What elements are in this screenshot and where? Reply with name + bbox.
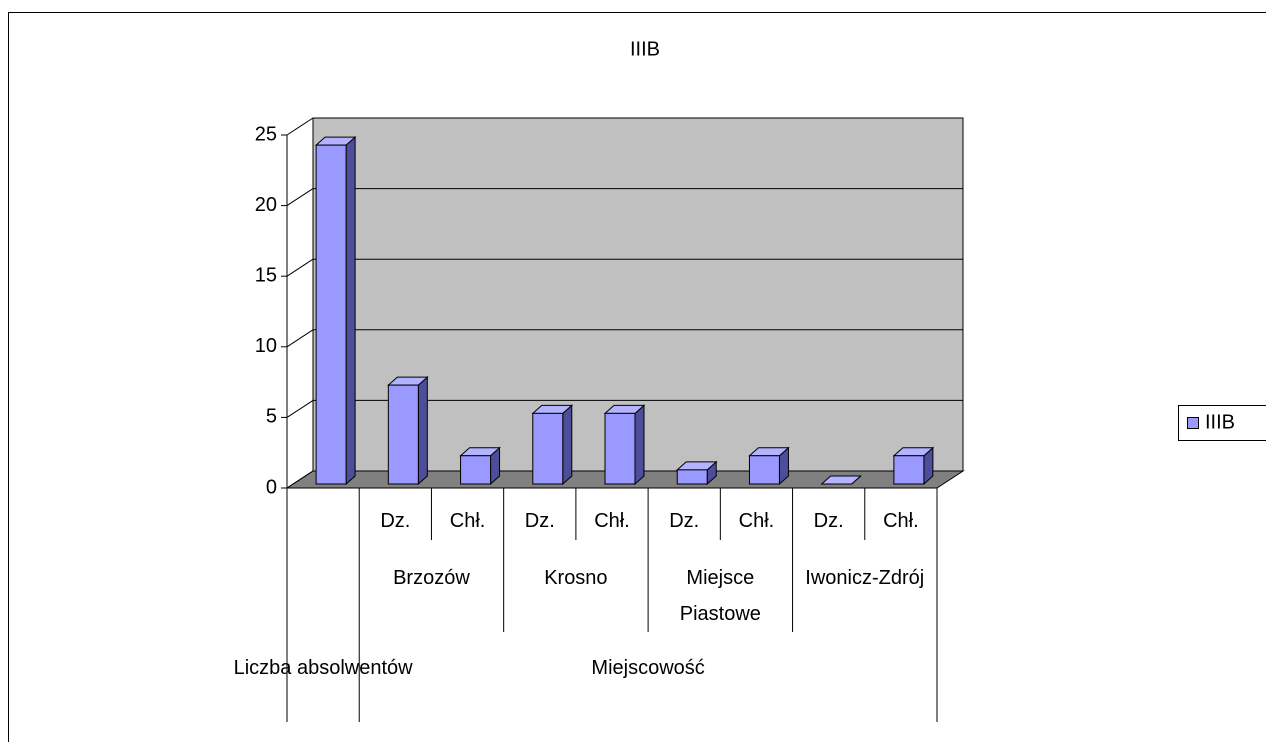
x-tick-label: Dz. bbox=[524, 510, 555, 532]
bar-face bbox=[562, 404, 573, 486]
bar-face bbox=[417, 376, 428, 486]
y-tick-label: 10 bbox=[255, 335, 277, 357]
bar-face bbox=[460, 455, 492, 485]
x-tick-label: Chł. bbox=[738, 510, 775, 532]
bar bbox=[459, 446, 501, 486]
bar bbox=[531, 404, 574, 486]
y-tick-label: 20 bbox=[255, 194, 277, 216]
group-label: Brzozów bbox=[393, 567, 470, 589]
side-grid bbox=[286, 117, 314, 136]
group-label: Miejsce Piastowe bbox=[679, 567, 761, 625]
legend: IIIB bbox=[1178, 405, 1266, 441]
side-grid bbox=[286, 399, 314, 418]
group-label: Krosno bbox=[544, 567, 608, 589]
legend-swatch bbox=[1187, 417, 1199, 429]
bar-face bbox=[315, 144, 347, 485]
bar-face bbox=[748, 455, 780, 485]
x-tick-label: Dz. bbox=[813, 510, 844, 532]
bar-face bbox=[634, 404, 645, 486]
y-tick-label: 0 bbox=[266, 476, 277, 498]
bar bbox=[387, 376, 429, 486]
chart-title: IIIB bbox=[630, 38, 660, 60]
y-tick-label: 5 bbox=[266, 406, 277, 428]
bar-face bbox=[532, 412, 564, 485]
top-group-label: Miejscowość bbox=[591, 657, 705, 679]
chart-frame bbox=[8, 12, 1266, 742]
bar bbox=[314, 136, 357, 486]
x-tick-label: Dz. bbox=[380, 510, 411, 532]
y-tick-label: 15 bbox=[255, 264, 277, 286]
bar-face bbox=[345, 136, 356, 486]
bar-face bbox=[676, 469, 708, 485]
group-label: Iwonicz-Zdrój bbox=[805, 567, 925, 589]
top-group-label: Liczba absolwentów bbox=[233, 657, 413, 679]
y-tick-label: 25 bbox=[255, 123, 277, 145]
x-tick-label: Chł. bbox=[449, 510, 486, 532]
bar-face bbox=[820, 475, 862, 485]
side-grid bbox=[286, 258, 314, 277]
legend-label: IIIB bbox=[1205, 411, 1235, 433]
side-grid bbox=[286, 329, 314, 348]
bar bbox=[675, 460, 718, 486]
bar bbox=[748, 446, 790, 486]
x-tick-label: Dz. bbox=[669, 510, 700, 532]
bar-face bbox=[387, 384, 419, 485]
bar-face bbox=[893, 455, 925, 485]
x-tick-label: Chł. bbox=[594, 510, 630, 532]
bar bbox=[603, 404, 646, 486]
side-grid bbox=[286, 470, 314, 489]
x-tick-label: Chł. bbox=[883, 510, 919, 532]
bar bbox=[820, 475, 862, 485]
side-grid bbox=[286, 188, 314, 207]
bar bbox=[892, 446, 935, 486]
bar-face bbox=[604, 412, 636, 485]
